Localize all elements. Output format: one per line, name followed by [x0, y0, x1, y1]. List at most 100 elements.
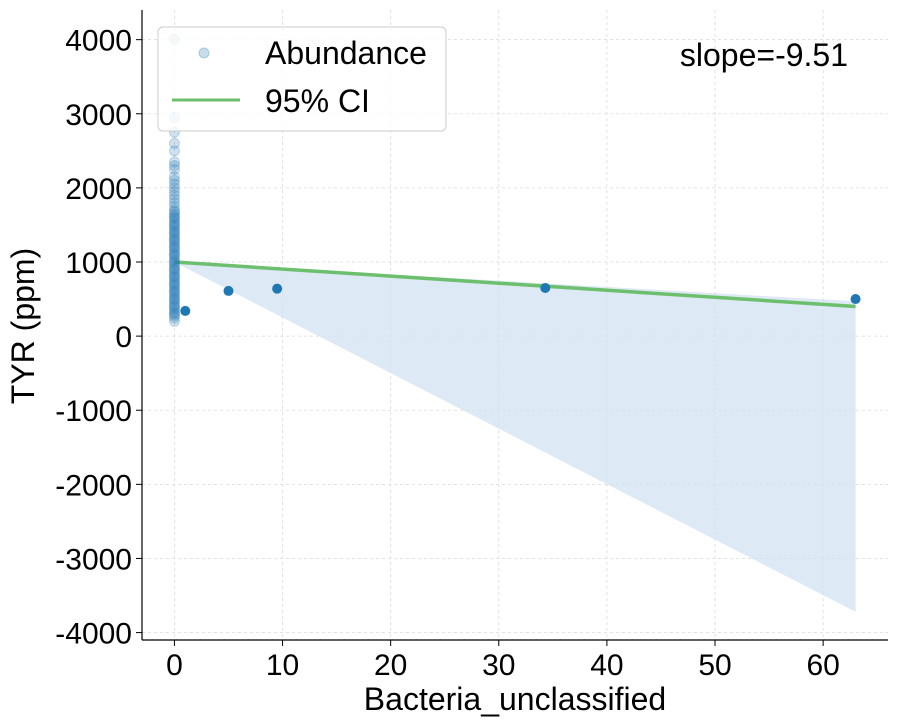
data-point-zero-70 — [168, 302, 180, 314]
data-point-zero-3 — [168, 137, 180, 149]
data-point-zero-28 — [168, 225, 180, 237]
x-tick-label-0: 0 — [166, 649, 183, 682]
data-point-zero-25 — [168, 219, 180, 231]
legend-box — [157, 26, 447, 132]
data-point-zero-6 — [168, 160, 180, 172]
data-point-zero-72 — [168, 306, 180, 318]
data-point-zero-20 — [168, 210, 180, 222]
x-tick-label-5: 50 — [698, 649, 731, 682]
data-point-zero-40 — [168, 247, 180, 259]
data-point-zero-9 — [168, 174, 180, 186]
y-tick-label-4: 0 — [115, 321, 132, 354]
data-point-zero-66 — [168, 295, 180, 307]
x-tick-label-3: 30 — [482, 649, 515, 682]
y-axis-label: TYR (ppm) — [5, 248, 41, 404]
data-point-zero-45 — [168, 256, 180, 268]
data-point-zero-23 — [168, 215, 180, 227]
data-point-zero-11 — [168, 182, 180, 194]
data-point-zero-49 — [168, 263, 180, 275]
data-point-4 — [850, 294, 861, 305]
data-point-zero-10 — [168, 178, 180, 190]
data-point-zero-32 — [168, 232, 180, 244]
data-point-zero-75 — [168, 312, 180, 324]
data-point-zero-8 — [168, 171, 180, 183]
x-tick-label-4: 40 — [590, 649, 623, 682]
y-tick-label-5: 1000 — [65, 247, 132, 280]
data-point-zero-43 — [168, 252, 180, 264]
data-point-zero-50 — [168, 265, 180, 277]
y-tick-label-1: -3000 — [55, 543, 132, 576]
x-tick-label-1: 10 — [266, 649, 299, 682]
data-point-zero-33 — [168, 234, 180, 246]
data-point-zero-27 — [168, 223, 180, 235]
data-point-zero-64 — [168, 292, 180, 304]
data-point-zero-34 — [168, 235, 180, 247]
data-point-zero-22 — [168, 213, 180, 225]
data-point-zero-29 — [168, 226, 180, 238]
data-point-zero-13 — [168, 189, 180, 201]
data-point-zero-71 — [168, 304, 180, 316]
data-point-zero-24 — [168, 217, 180, 229]
data-point-zero-37 — [168, 241, 180, 253]
y-tick-label-0: -4000 — [55, 618, 132, 651]
axes — [141, 10, 888, 641]
data-point-zero-30 — [168, 228, 180, 240]
data-point-zero-69 — [168, 300, 180, 312]
data-point-zero-12 — [168, 186, 180, 198]
regression-line-group — [174, 260, 856, 309]
data-point-zero-48 — [168, 262, 180, 274]
data-point-zero-26 — [168, 220, 180, 232]
data-point-zero-74 — [168, 309, 180, 321]
data-point-zero-76 — [168, 315, 180, 327]
data-point-zero-56 — [168, 277, 180, 289]
data-point-zero-31 — [168, 230, 180, 242]
data-point-zero-58 — [168, 280, 180, 292]
data-point-zero-14 — [168, 193, 180, 205]
data-point-zero-42 — [168, 250, 180, 262]
data-point-zero-65 — [168, 293, 180, 305]
data-point-zero-35 — [168, 237, 180, 249]
data-point-zero-36 — [168, 240, 180, 252]
data-point-zero-54 — [168, 272, 180, 284]
data-point-zero-21 — [168, 212, 180, 224]
x-tick-label-6: 60 — [806, 649, 839, 682]
data-point-zero-7 — [168, 163, 180, 175]
y-tick-label-2: -2000 — [55, 469, 132, 502]
data-point-zero-5 — [168, 156, 180, 168]
data-point-zero-44 — [168, 255, 180, 267]
data-point-zero-73 — [168, 308, 180, 320]
data-point-zero-19 — [168, 208, 180, 220]
data-point-zero-59 — [168, 282, 180, 294]
data-point-zero-38 — [168, 243, 180, 255]
x-tick-label-2: 20 — [374, 649, 407, 682]
legend-label-abundance: Abundance — [265, 35, 427, 71]
data-point-1 — [223, 285, 234, 296]
data-point-zero-47 — [168, 260, 180, 272]
data-point-zero-41 — [168, 249, 180, 261]
ci-band — [174, 262, 856, 612]
legend-label-ci: 95% CI — [265, 83, 370, 119]
y-tick-label-6: 2000 — [65, 173, 132, 206]
legend: Abundance 95% CI — [157, 26, 447, 132]
x-ticks: 0 10 20 30 40 50 60 — [166, 640, 840, 682]
regression-line — [174, 260, 856, 309]
y-tick-label-3: -1000 — [55, 395, 132, 428]
x-axis-label: Bacteria_unclassified — [364, 681, 666, 717]
legend-marker-abundance — [198, 47, 210, 59]
y-ticks: -4000 -3000 -2000 -1000 0 1000 2000 3000 4000 — [55, 25, 142, 651]
data-point-zero-67 — [168, 297, 180, 309]
data-point-zero-68 — [168, 299, 180, 311]
data-point-zero-60 — [168, 284, 180, 296]
data-point-zero-18 — [168, 206, 180, 218]
data-point-zero-17 — [168, 204, 180, 216]
data-point-zero-53 — [168, 271, 180, 283]
slope-annotation: slope=-9.51 — [680, 37, 848, 73]
data-point-0 — [180, 305, 191, 316]
data-point-zero-16 — [168, 200, 180, 212]
data-point-zero-15 — [168, 197, 180, 209]
data-point-zero-52 — [168, 269, 180, 281]
data-point-zero-51 — [168, 267, 180, 279]
data-point-3 — [540, 282, 551, 293]
y-tick-label-8: 4000 — [65, 25, 132, 58]
y-tick-label-7: 3000 — [65, 99, 132, 132]
